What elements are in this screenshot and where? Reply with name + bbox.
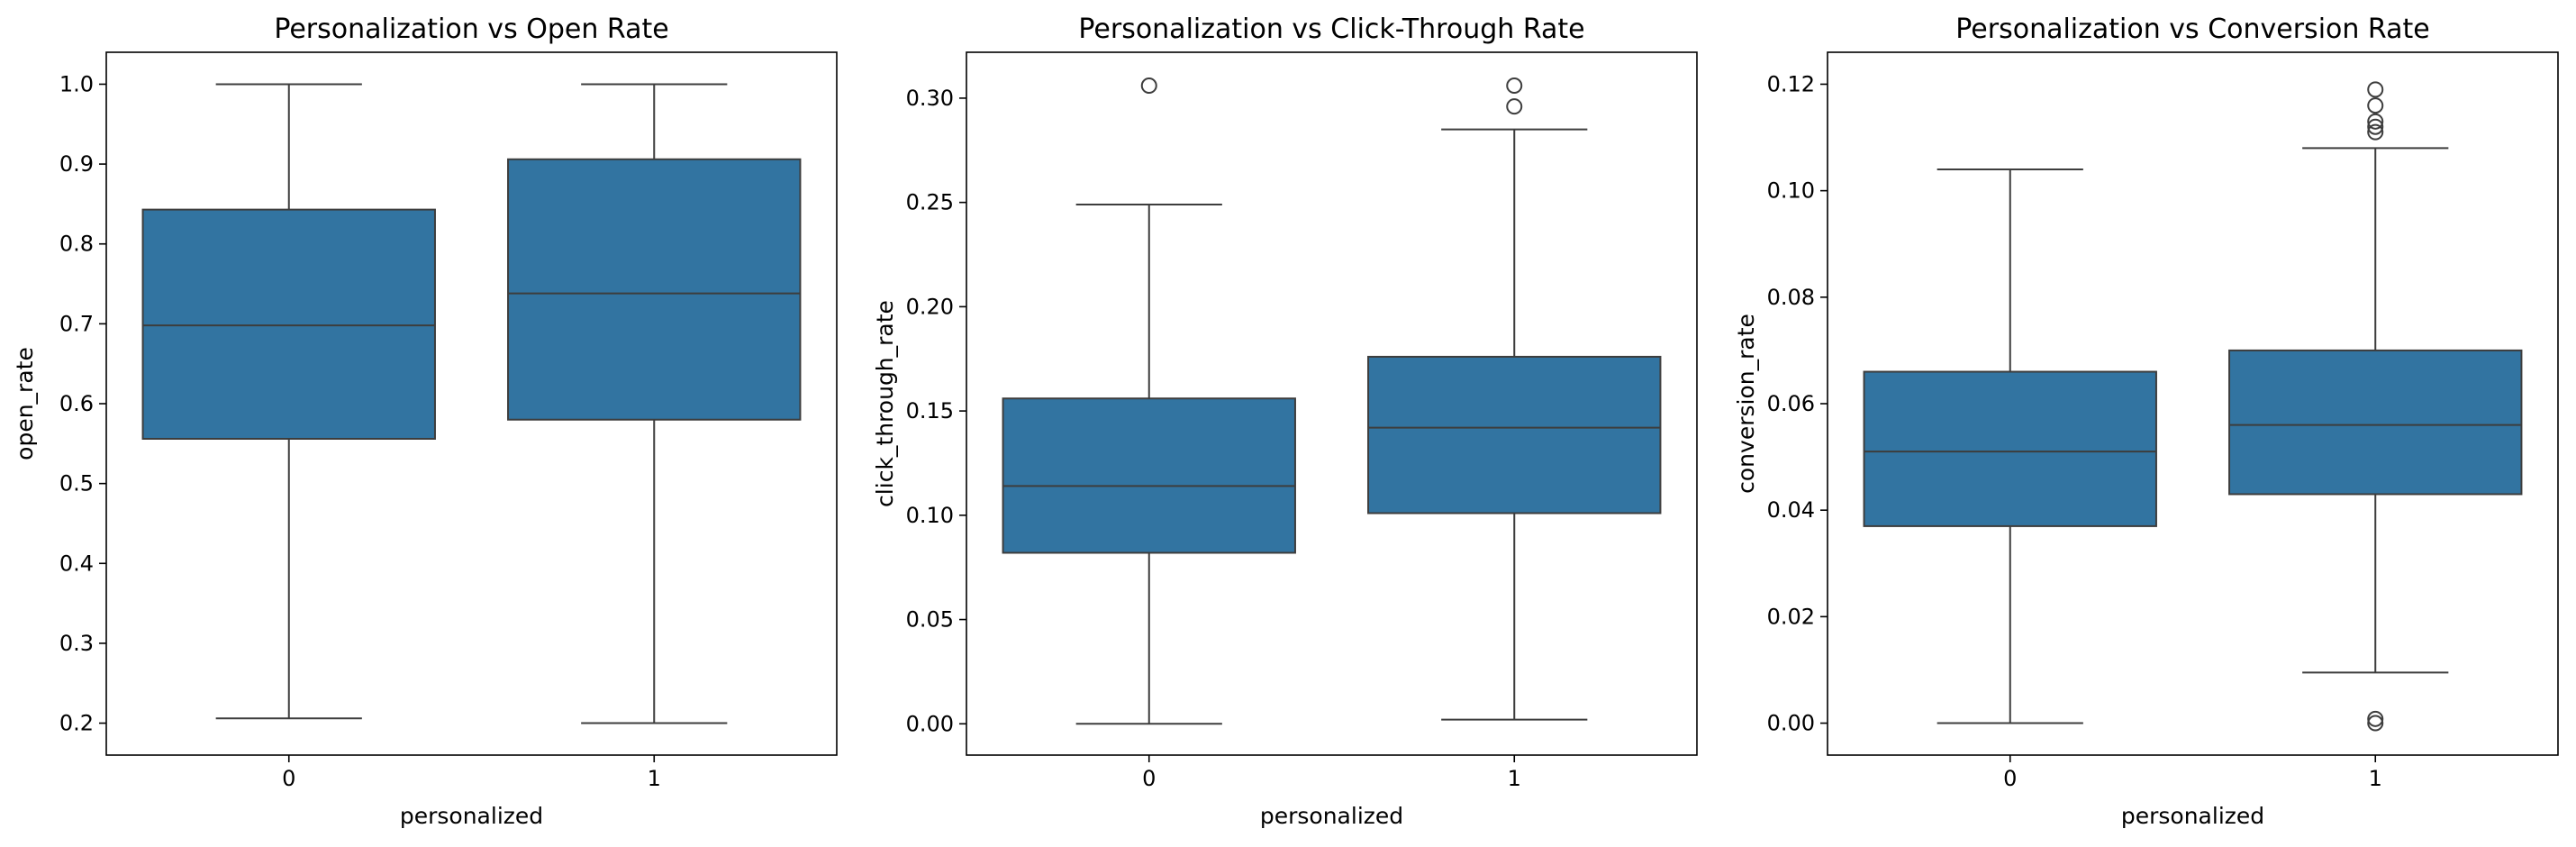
y-tick-label: 0.02 bbox=[1767, 604, 1815, 629]
y-tick-label: 0.8 bbox=[59, 232, 94, 257]
x-axis-label: personalized bbox=[2121, 803, 2264, 829]
plot-frame bbox=[1827, 51, 2559, 756]
outlier-point bbox=[1140, 77, 1157, 95]
y-tick-label: 0.20 bbox=[906, 294, 954, 319]
x-tick-label: 0 bbox=[282, 766, 295, 791]
y-tick-label: 0.6 bbox=[59, 391, 94, 416]
y-axis-label: conversion_rate bbox=[1733, 314, 1759, 494]
outlier-point bbox=[1506, 77, 1523, 95]
y-axis-label: click_through_rate bbox=[872, 300, 898, 507]
y-tick-label: 0.00 bbox=[1767, 711, 1815, 736]
y-tick-label: 0.08 bbox=[1767, 285, 1815, 310]
x-tick-label: 1 bbox=[648, 766, 661, 791]
iqr-box bbox=[507, 158, 802, 421]
outlier-point bbox=[2367, 97, 2384, 114]
x-tick-label: 0 bbox=[2003, 766, 2017, 791]
chart-title: Personalization vs Conversion Rate bbox=[1955, 14, 2429, 45]
x-axis-label: personalized bbox=[1260, 803, 1403, 829]
y-tick-label: 0.04 bbox=[1767, 497, 1815, 523]
plot-frame bbox=[105, 51, 838, 756]
outlier-point bbox=[2367, 123, 2384, 141]
x-axis-label: personalized bbox=[400, 803, 543, 829]
iqr-box bbox=[1367, 355, 1662, 515]
y-tick-label: 0.05 bbox=[906, 607, 954, 633]
iqr-box bbox=[1002, 397, 1296, 554]
y-axis-label: open_rate bbox=[12, 347, 38, 460]
chart-title: Personalization vs Open Rate bbox=[274, 14, 668, 45]
x-tick-label: 1 bbox=[2369, 766, 2382, 791]
y-tick-label: 0.4 bbox=[59, 551, 94, 576]
x-tick-label: 1 bbox=[1508, 766, 1521, 791]
x-tick-label: 0 bbox=[1142, 766, 1156, 791]
y-tick-label: 0.10 bbox=[906, 503, 954, 528]
y-tick-label: 0.9 bbox=[59, 151, 94, 177]
y-tick-label: 0.00 bbox=[906, 711, 954, 736]
chart-panel-1: Personalization vs Click-Through Rate 0.0… bbox=[872, 14, 1698, 829]
y-tick-label: 0.30 bbox=[906, 86, 954, 111]
iqr-box bbox=[141, 208, 436, 440]
outlier-point bbox=[2367, 715, 2384, 732]
y-tick-label: 0.06 bbox=[1767, 391, 1815, 416]
y-tick-label: 0.3 bbox=[59, 631, 94, 656]
iqr-box bbox=[2228, 349, 2523, 496]
y-tick-label: 0.2 bbox=[59, 711, 94, 736]
y-tick-label: 0.7 bbox=[59, 311, 94, 336]
y-tick-label: 0.12 bbox=[1767, 71, 1815, 96]
outlier-point bbox=[2367, 710, 2384, 727]
outlier-point bbox=[1506, 98, 1523, 115]
chart-title: Personalization vs Click-Through Rate bbox=[1078, 14, 1584, 45]
y-tick-label: 0.10 bbox=[1767, 178, 1815, 204]
y-tick-label: 0.5 bbox=[59, 471, 94, 496]
iqr-box bbox=[1863, 370, 2157, 527]
outlier-point bbox=[2367, 113, 2384, 130]
y-tick-label: 1.0 bbox=[59, 71, 94, 96]
plot-frame bbox=[966, 51, 1698, 756]
y-tick-label: 0.15 bbox=[906, 398, 954, 424]
outlier-point bbox=[2367, 118, 2384, 135]
chart-panel-0: Personalization vs Open Rate 0.2 0.3 0.4 0.5… bbox=[12, 14, 838, 829]
chart-panel-2: Personalization vs Conversion Rate 0.00 0.… bbox=[1733, 14, 2559, 829]
y-tick-label: 0.25 bbox=[906, 190, 954, 215]
outlier-point bbox=[2367, 81, 2384, 98]
